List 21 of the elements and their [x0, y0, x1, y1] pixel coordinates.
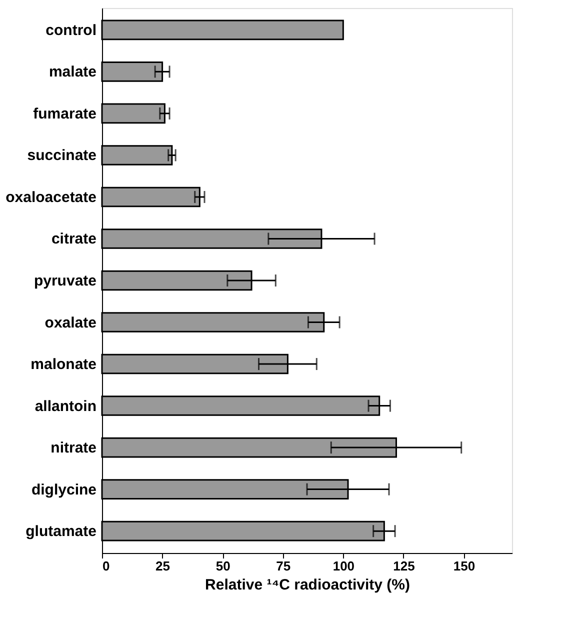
x-tick-label: 150: [453, 558, 476, 574]
y-tick-label: succinate: [27, 147, 96, 164]
y-tick-label: oxalate: [44, 314, 96, 332]
y-tick-label: glutamate: [26, 523, 96, 540]
y-tick-label: fumarate: [33, 105, 96, 122]
y-tick-label: malonate: [30, 356, 96, 374]
y-tick-label: oxaloacetate: [6, 188, 96, 206]
x-tick-label: 50: [216, 558, 230, 574]
x-tick-label: 125: [393, 558, 415, 574]
x-axis-title: Relative ¹⁴C radioactivity (%): [205, 576, 410, 594]
y-tick-label: pyruvate: [34, 272, 96, 290]
x-tick-label: 25: [156, 558, 170, 574]
y-tick-label: diglycine: [31, 481, 96, 498]
y-tick-label: nitrate: [50, 440, 96, 457]
x-tick-label: 0: [102, 558, 110, 574]
y-tick-label: control: [46, 22, 96, 39]
x-tick-label: 100: [332, 558, 355, 574]
y-tick-label: malate: [48, 64, 96, 81]
y-tick-label: citrate: [51, 230, 96, 248]
x-tick-label: 75: [276, 558, 291, 574]
y-tick-label: allantoin: [34, 398, 96, 415]
